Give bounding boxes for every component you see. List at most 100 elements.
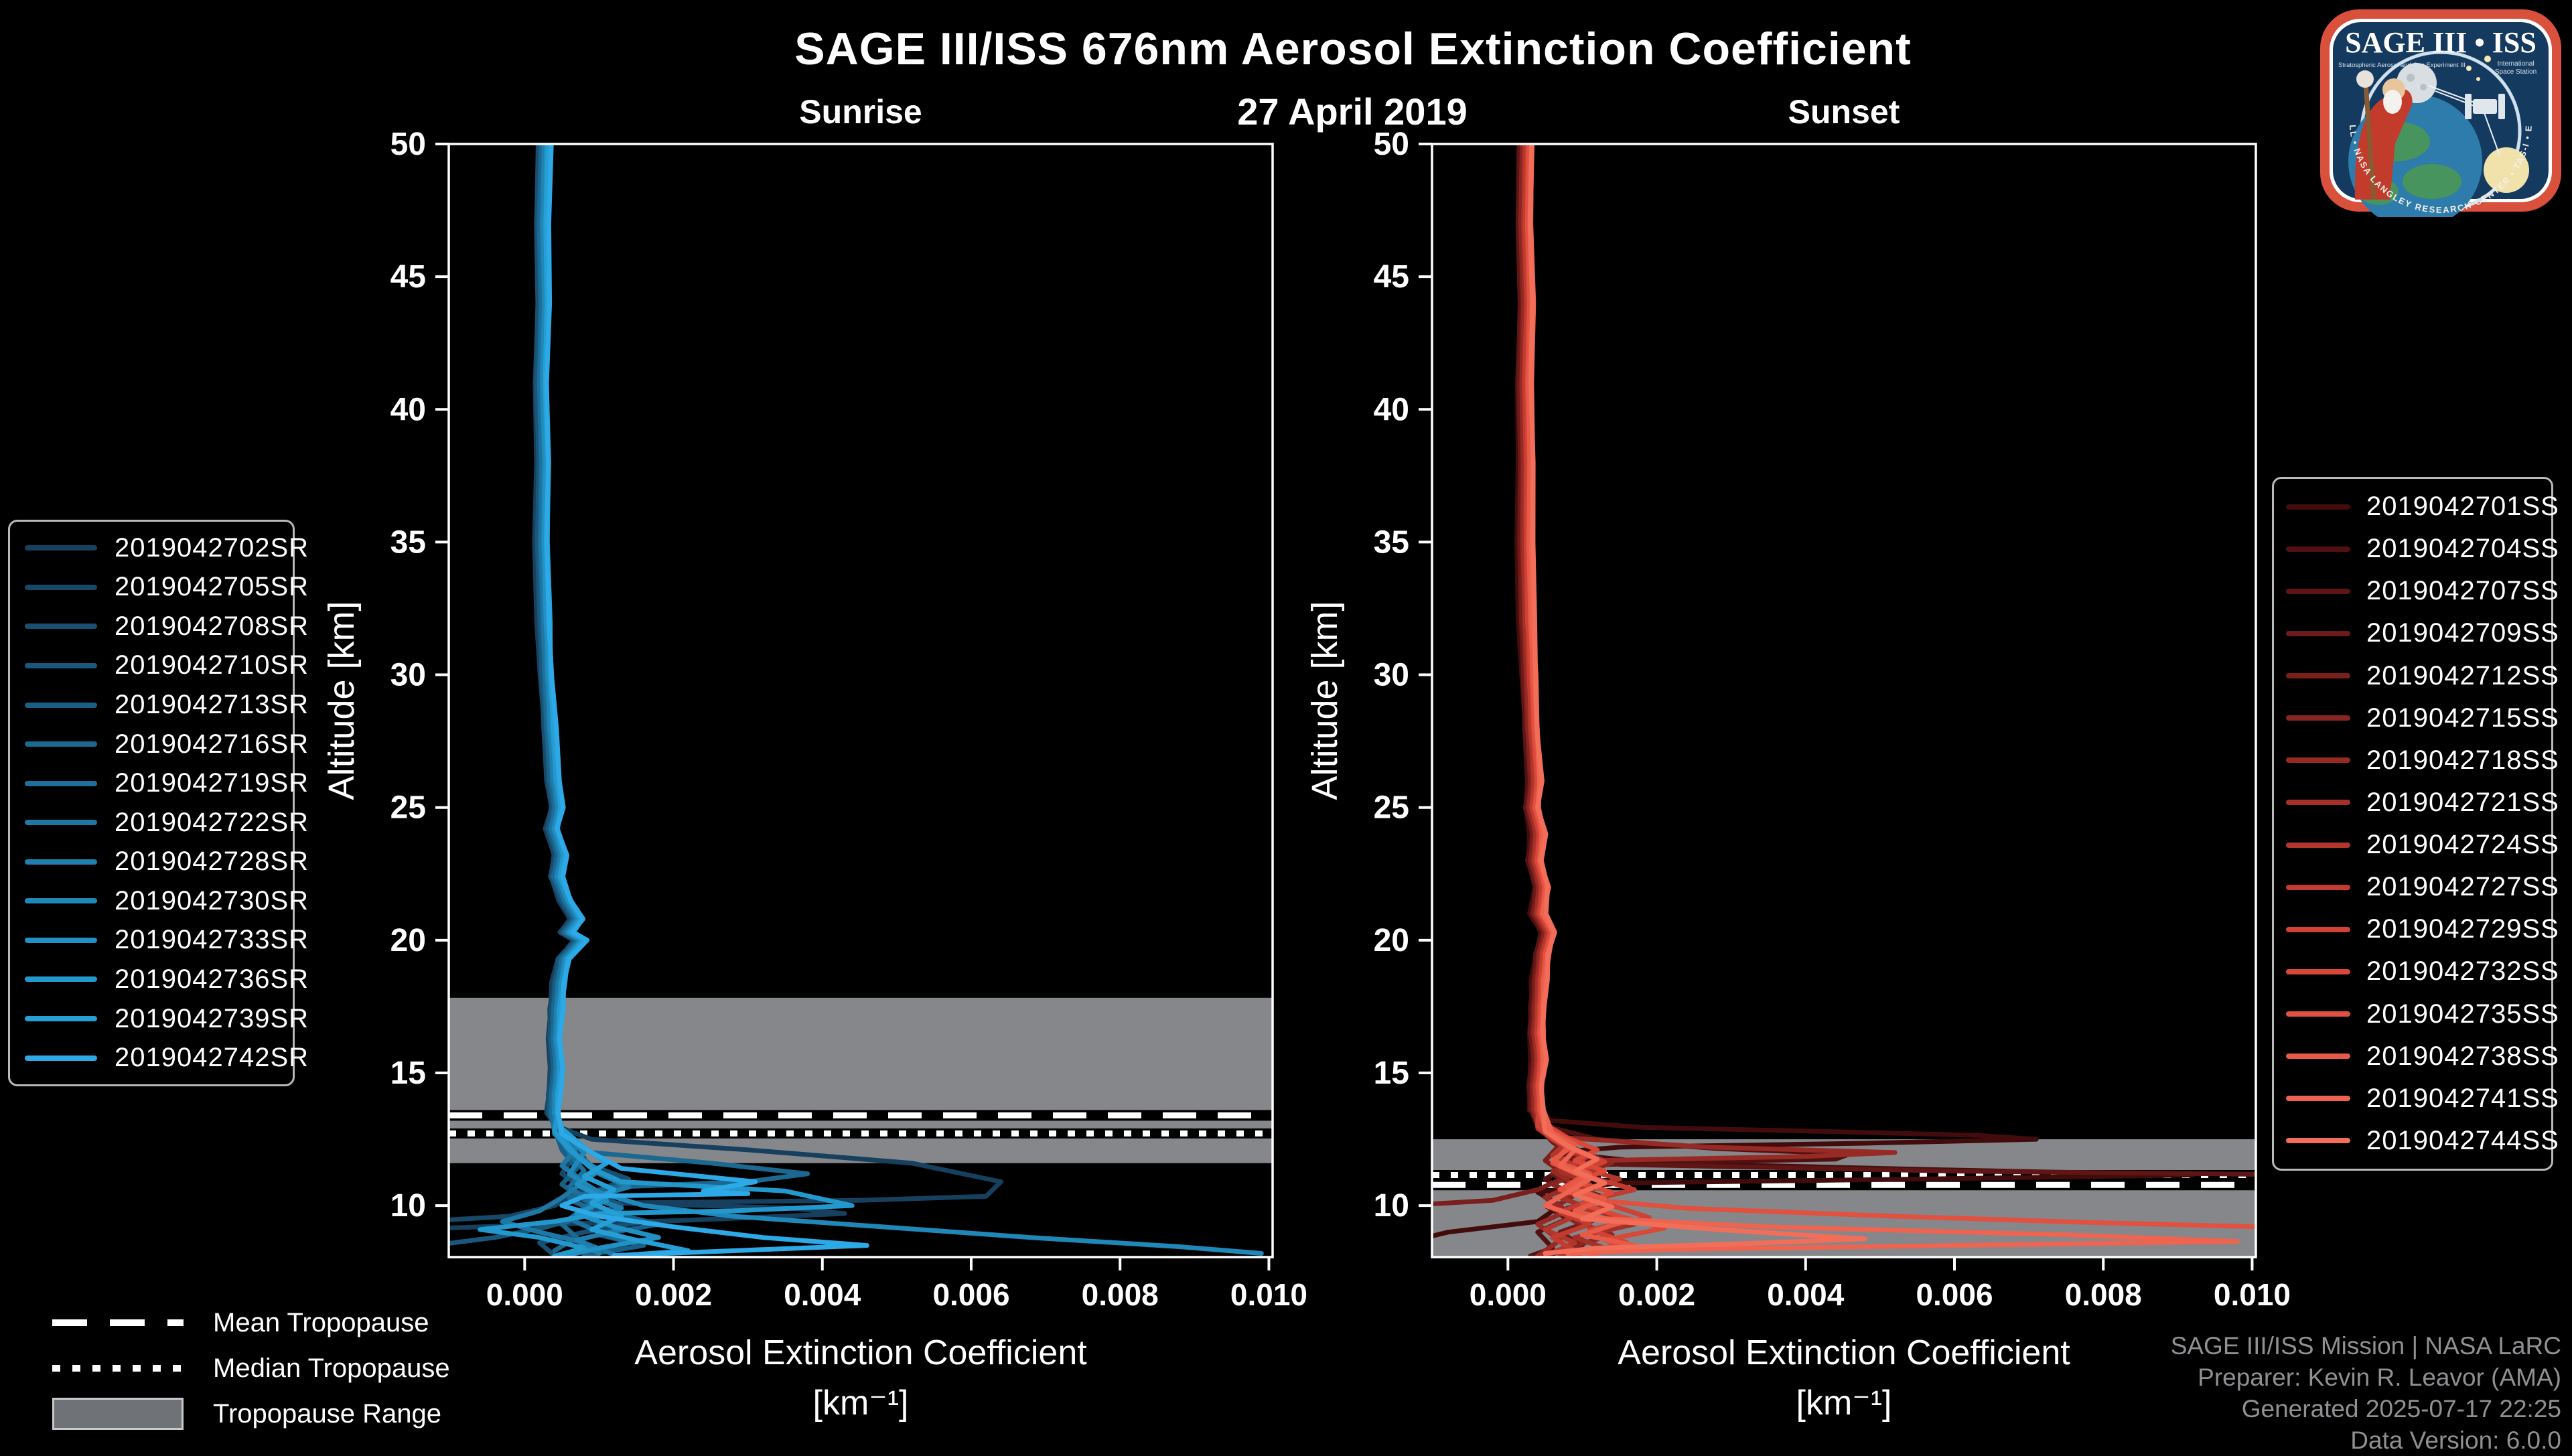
profile-2019042707SS (1515, 144, 2256, 1177)
legend-item: 2019042707SS (2274, 576, 2559, 606)
legend-item: 2019042709SS (2274, 618, 2559, 648)
legend-item: 2019042729SS (2274, 914, 2559, 944)
legend-item: 2019042716SR (10, 729, 308, 759)
legend-event-label: 2019042721SS (2366, 787, 2559, 817)
tropopause-range-label: Tropopause Range (213, 1398, 441, 1429)
y-tick-label: 10 (390, 1188, 426, 1224)
legend-item: 2019042702SR (10, 533, 308, 563)
profile-2019042738SS (1526, 144, 1637, 1257)
x-tick-label: 0.004 (784, 1277, 861, 1312)
logo-moon-crater (2407, 74, 2415, 82)
panel-title-sunset: Sunset (1788, 93, 1900, 131)
logo-sun (2484, 147, 2529, 193)
y-tick-label: 15 (390, 1055, 426, 1091)
legend-item-mean-tropopause: Mean Tropopause (52, 1305, 450, 1341)
legend-line-swatch (2286, 546, 2350, 552)
tropopause-legend: Mean Tropopause Median Tropopause Tropop… (52, 1305, 450, 1432)
legend-event-label: 2019042718SS (2366, 745, 2559, 775)
legend-item: 2019042733SR (10, 925, 308, 955)
median-tropopause-label: Median Tropopause (213, 1353, 450, 1383)
legend-item-tropopause-range: Tropopause Range (52, 1396, 450, 1432)
legend-line-swatch (2286, 630, 2350, 636)
legend-item: 2019042713SR (10, 690, 308, 720)
x-tick-label: 0.002 (635, 1277, 712, 1312)
x-axis-label: Aerosol Extinction Coefficient (634, 1333, 1087, 1372)
legend-event-label: 2019042708SR (115, 611, 309, 641)
sunset-chart: 0.000 0.002 0.004 0.006 0.008 0.010 10 15 20 25 30… (1305, 127, 2291, 1423)
x-tick-label: 0.008 (1082, 1277, 1159, 1312)
legend-line-swatch (2286, 673, 2350, 679)
y-tick-label: 25 (390, 790, 426, 826)
legend-item: 2019042744SS (2274, 1126, 2559, 1156)
mean-tropopause-dash-swatch (52, 1307, 184, 1339)
median-tropopause-dot-swatch (52, 1352, 184, 1384)
legend-line-swatch (25, 1016, 97, 1022)
legend-event-label: 2019042729SS (2366, 914, 2559, 944)
plot-border (447, 143, 1274, 1258)
y-tick-label: 50 (390, 127, 426, 162)
figure-title: SAGE III/ISS 676nm Aerosol Extinction Co… (794, 23, 1912, 74)
y-tick-label: 30 (390, 658, 426, 693)
date-label: 27 April 2019 (1237, 90, 1468, 133)
attribution-mission: SAGE III/ISS Mission | NASA LaRC (2170, 1332, 2561, 1360)
legend-item: 2019042735SS (2274, 999, 2559, 1029)
legend-line-swatch (2286, 800, 2350, 806)
legend-line-swatch (25, 780, 97, 786)
legend-line-swatch (2286, 1096, 2350, 1102)
profile-2019042732SS (1524, 144, 1667, 1253)
logo-title: SAGE III • ISS (2345, 26, 2537, 59)
x-tick-label: 0.002 (1618, 1277, 1695, 1312)
x-tick-label: 0.004 (1767, 1277, 1845, 1312)
y-tick-label: 25 (1374, 790, 1409, 826)
y-axis-label: Altitude [km] (1305, 601, 1345, 800)
logo-figure (2354, 70, 2413, 200)
profile-2019042735SS (1524, 144, 2256, 1230)
legend-event-label: 2019042733SR (115, 925, 309, 955)
y-tick-label: 50 (1374, 127, 1409, 162)
tropopause-range-swatch (52, 1398, 184, 1430)
attribution-block: SAGE III/ISS Mission | NASA LaRC Prepare… (2171, 1330, 2561, 1456)
legend-item: 2019042736SR (10, 964, 308, 995)
y-tick-label: 30 (1374, 658, 1409, 693)
profile-2019042742SR (544, 144, 869, 1257)
legend-event-label: 2019042736SR (115, 964, 309, 994)
y-tick-label: 20 (390, 923, 426, 958)
legend-sunrise-events: 2019042702SR 2019042705SR 2019042708SR 2019… (8, 520, 308, 1086)
legend-event-label: 2019042722SR (115, 807, 309, 837)
legend-event-label: 2019042742SR (115, 1043, 309, 1073)
legend-event-label: 2019042730SR (115, 885, 309, 916)
legend-item: 2019042719SR (10, 768, 308, 798)
legend-line-swatch (25, 1055, 97, 1061)
mean-tropopause-label: Mean Tropopause (213, 1307, 429, 1337)
legend-item: 2019042742SR (10, 1043, 308, 1073)
legend-line-swatch (2286, 715, 2350, 721)
sunrise-chart: 0.000 0.002 0.004 0.006 0.008 0.010 10 15 20 25 30… (322, 127, 1307, 1423)
y-tick-label: 40 (390, 392, 426, 427)
legend-event-label: 2019042710SR (115, 650, 309, 680)
x-tick-label: 0.008 (2065, 1277, 2142, 1312)
legend-event-label: 2019042701SS (2366, 492, 2559, 522)
legend-event-label: 2019042715SS (2366, 703, 2559, 733)
panel-title-sunrise: Sunrise (799, 93, 922, 131)
legend-event-label: 2019042709SS (2366, 618, 2559, 648)
legend-sunset-events: 2019042701SS 2019042704SS 2019042707SS 2019… (2272, 477, 2559, 1171)
legend-line-swatch (2286, 926, 2350, 932)
y-tick-label: 40 (1374, 392, 1409, 427)
y-tick-label: 15 (1374, 1055, 1409, 1091)
legend-line-swatch (25, 976, 97, 982)
legend-line-swatch (25, 584, 97, 590)
legend-item: 2019042718SS (2274, 745, 2559, 776)
x-tick-label: 0.010 (2214, 1277, 2291, 1312)
legend-item: 2019042705SR (10, 572, 308, 602)
legend-event-label: 2019042727SS (2366, 872, 2559, 902)
legend-item: 2019042727SS (2274, 872, 2559, 902)
legend-item: 2019042721SS (2274, 788, 2559, 818)
legend-event-label: 2019042719SR (115, 768, 309, 798)
legend-event-label: 2019042735SS (2366, 999, 2559, 1029)
y-tick-label: 10 (1374, 1188, 1409, 1224)
legend-event-label: 2019042739SR (115, 1003, 309, 1033)
y-tick-label: 45 (1374, 259, 1409, 295)
x-tick-label: 0.000 (486, 1277, 563, 1312)
y-tick-label: 35 (390, 524, 426, 560)
